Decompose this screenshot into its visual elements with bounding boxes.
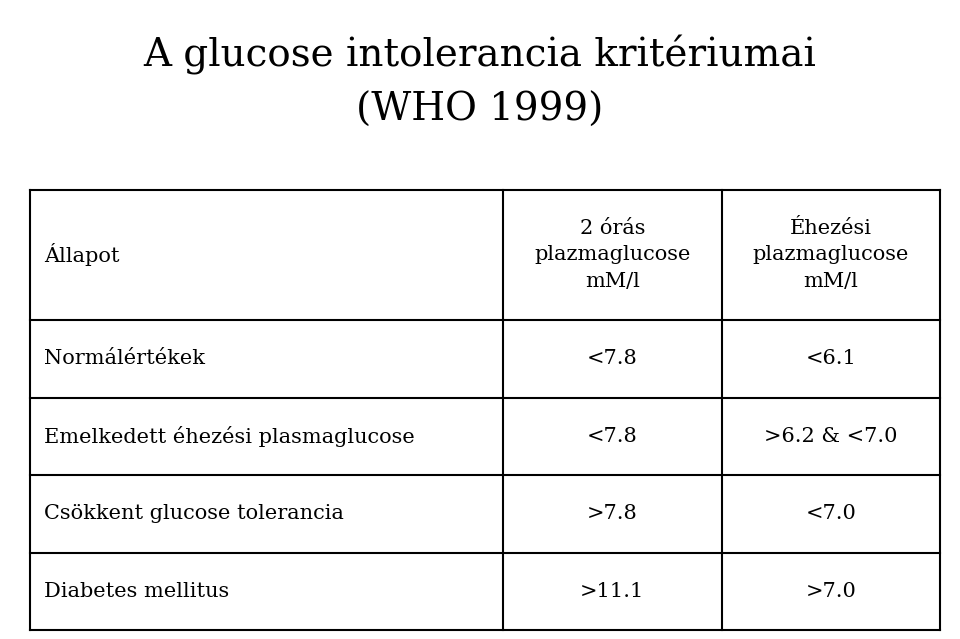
- Text: Éhezési
plazmaglucose
mM/l: Éhezési plazmaglucose mM/l: [753, 219, 909, 291]
- Text: >6.2 & <7.0: >6.2 & <7.0: [764, 427, 898, 446]
- Text: <6.1: <6.1: [805, 350, 856, 368]
- Text: <7.8: <7.8: [587, 427, 637, 446]
- Text: Állapot: Állapot: [44, 243, 119, 266]
- Text: A glucose intolerancia kritériumai: A glucose intolerancia kritériumai: [144, 35, 816, 75]
- Text: Diabetes mellitus: Diabetes mellitus: [44, 581, 229, 601]
- Text: Normálértékek: Normálértékek: [44, 350, 205, 368]
- Text: >7.8: >7.8: [587, 504, 637, 523]
- Text: 2 órás
plazmaglucose
mM/l: 2 órás plazmaglucose mM/l: [534, 219, 690, 291]
- Text: (WHO 1999): (WHO 1999): [356, 91, 604, 128]
- Text: >7.0: >7.0: [805, 581, 856, 601]
- Text: <7.0: <7.0: [805, 504, 856, 523]
- Text: <7.8: <7.8: [587, 350, 637, 368]
- Text: Emelkedett éhezési plasmaglucose: Emelkedett éhezési plasmaglucose: [44, 426, 415, 447]
- Text: >11.1: >11.1: [580, 581, 644, 601]
- Text: Csökkent glucose tolerancia: Csökkent glucose tolerancia: [44, 504, 344, 523]
